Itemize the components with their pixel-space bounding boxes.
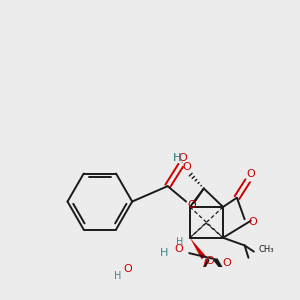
Text: CH₃: CH₃ — [259, 245, 274, 254]
Text: H: H — [173, 153, 181, 163]
Text: H: H — [114, 271, 121, 281]
Text: H: H — [160, 248, 169, 258]
Text: H: H — [176, 237, 184, 248]
Polygon shape — [190, 238, 206, 259]
Text: O: O — [182, 162, 191, 172]
Text: O: O — [223, 258, 231, 268]
Text: O: O — [248, 217, 257, 226]
Text: H: H — [173, 153, 181, 163]
Text: O: O — [174, 244, 183, 254]
Text: O: O — [178, 153, 188, 164]
Polygon shape — [213, 258, 236, 289]
Text: O: O — [246, 169, 255, 179]
Text: O: O — [206, 256, 214, 266]
Polygon shape — [202, 258, 210, 273]
Text: O: O — [187, 200, 196, 210]
Text: O: O — [123, 263, 132, 274]
